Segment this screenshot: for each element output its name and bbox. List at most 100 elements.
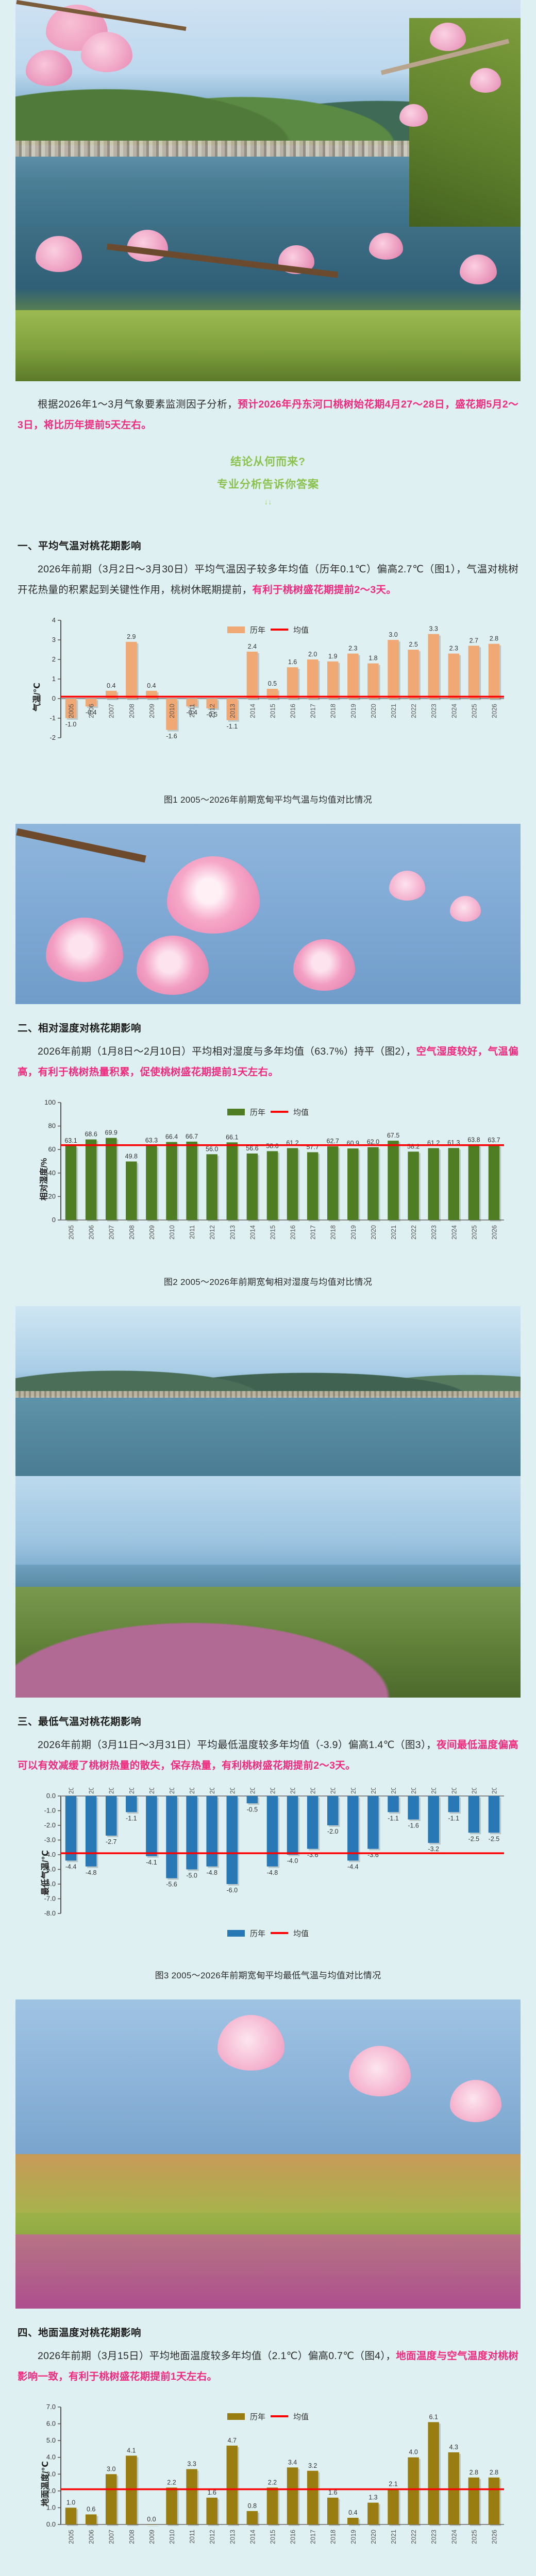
svg-text:2023: 2023	[430, 704, 438, 718]
photo-lake-village	[15, 1306, 521, 1476]
svg-text:2019: 2019	[350, 1788, 357, 1794]
svg-text:-4.0: -4.0	[44, 1851, 56, 1858]
intro-highlight: 预计2026年丹东河口桃树始花期4月27～28日，盛花期5月2～3日，将比历年提…	[18, 399, 518, 431]
svg-text:-2.7: -2.7	[106, 1838, 117, 1845]
svg-text:1.3: 1.3	[368, 2494, 377, 2501]
svg-text:2020: 2020	[370, 2530, 377, 2544]
svg-text:-1.1: -1.1	[448, 1815, 459, 1822]
svg-text:69.9: 69.9	[105, 1129, 118, 1136]
svg-text:-8.0: -8.0	[44, 1909, 56, 1917]
svg-text:2015: 2015	[269, 1225, 276, 1240]
down-arrow-icon: ↓↓	[264, 497, 272, 506]
chart-fig1: -2 -1 0 1 2 3 4 -1.0 2005 -0.4 2006 0.4 2007 2.9 2008 0…	[21, 612, 515, 782]
svg-text:2014: 2014	[249, 704, 256, 718]
section-4-highlight: 地面温度与空气温度对桃树影响一致，有利于桃树盛花期提前1天左右。	[18, 2350, 518, 2382]
legend-label-mean: 均值	[293, 1108, 309, 1117]
cta-banner: 结论从何而来? 专业分析告诉你答案 ↓↓	[0, 440, 536, 522]
svg-text:2023: 2023	[430, 1225, 438, 1240]
svg-text:2.5: 2.5	[409, 641, 417, 648]
svg-text:2.8: 2.8	[490, 635, 498, 642]
svg-text:1.0: 1.0	[46, 2503, 56, 2511]
svg-text:2017: 2017	[310, 1225, 317, 1240]
svg-text:62.7: 62.7	[327, 1138, 339, 1145]
svg-text:2016: 2016	[290, 2530, 297, 2544]
section-3-highlight: 夜间最低温度偏高可以有效减缓了桃树热量的散失，保存热量，有利桃树盛花期提前2～3…	[18, 1739, 519, 1771]
svg-text:-2.0: -2.0	[44, 1821, 56, 1829]
section-4-paragraph: 2026年前期（3月15日）平均地面温度较多年均值（2.1℃）偏高0.7℃（图4…	[18, 2346, 518, 2387]
svg-text:2008: 2008	[128, 2530, 136, 2544]
legend-label-historical: 历年	[249, 625, 265, 635]
svg-text:2.2: 2.2	[167, 2479, 176, 2486]
legend-swatch-mean	[271, 1932, 288, 1935]
svg-text:63.1: 63.1	[64, 1137, 77, 1144]
svg-text:2014: 2014	[249, 2530, 256, 2544]
svg-text:2005: 2005	[68, 1788, 75, 1794]
svg-text:0.4: 0.4	[348, 2509, 357, 2516]
svg-text:2015: 2015	[269, 1788, 276, 1794]
svg-text:-6.0: -6.0	[44, 1880, 56, 1888]
svg-text:2025: 2025	[471, 1788, 478, 1794]
svg-text:2.3: 2.3	[348, 645, 357, 652]
svg-text:56.0: 56.0	[206, 1145, 218, 1153]
svg-text:-0.4: -0.4	[186, 709, 197, 716]
svg-text:4.1: 4.1	[127, 2447, 136, 2454]
svg-text:2026: 2026	[491, 2530, 498, 2544]
svg-text:2010: 2010	[169, 704, 176, 718]
chart-fig3-y-axis-label: 最低气温/℃	[41, 1850, 50, 1895]
section-3-plain: 2026年前期（3月11日～3月31日）平均最低温度较多年均值（-3.9）偏高1…	[38, 1739, 437, 1751]
section-4-plain: 2026年前期（3月15日）平均地面温度较多年均值（2.1℃）偏高0.7℃（图4…	[38, 2350, 396, 2362]
section-1-highlight: 有利于桃树盛花期提前2～3天。	[252, 584, 397, 596]
svg-text:-2: -2	[49, 734, 56, 741]
svg-text:56.6: 56.6	[246, 1145, 258, 1152]
svg-text:2.1: 2.1	[389, 2480, 397, 2487]
svg-text:5.0: 5.0	[46, 2436, 56, 2444]
banner-question: 结论从何而来?	[230, 455, 306, 468]
svg-text:49.8: 49.8	[125, 1153, 138, 1160]
svg-text:2021: 2021	[390, 704, 397, 718]
svg-text:2014: 2014	[249, 1788, 256, 1794]
figure-2-caption: 图2 2005～2026年前期宽甸相对湿度与均值对比情况	[163, 1277, 373, 1287]
svg-text:2017: 2017	[310, 1788, 317, 1794]
svg-text:2010: 2010	[169, 1788, 176, 1794]
svg-text:2012: 2012	[209, 704, 216, 718]
svg-text:-1.0: -1.0	[65, 721, 77, 728]
svg-text:2009: 2009	[148, 2530, 156, 2544]
svg-text:2014: 2014	[249, 1225, 256, 1240]
svg-text:4.3: 4.3	[449, 2444, 458, 2451]
figure-3: 0.0 -1.0 -2.0 -3.0 -4.0 -5.0 -6.0 -7.0 -8.0 -4.4 2…	[15, 1783, 521, 1994]
legend-label-mean: 均值	[293, 1929, 309, 1938]
svg-text:1: 1	[52, 675, 56, 683]
svg-text:-1.1: -1.1	[226, 723, 238, 730]
svg-text:4.0: 4.0	[46, 2453, 56, 2461]
svg-text:2007: 2007	[108, 2530, 115, 2544]
chart-fig3-legend: 历年 均值	[21, 1928, 515, 1939]
svg-text:3.0: 3.0	[107, 2465, 115, 2472]
svg-text:66.1: 66.1	[226, 1133, 238, 1141]
svg-text:7.0: 7.0	[46, 2403, 56, 2411]
svg-text:2010: 2010	[169, 1225, 176, 1240]
svg-text:-1.0: -1.0	[44, 1806, 56, 1814]
svg-text:2023: 2023	[430, 1788, 438, 1794]
svg-text:2026: 2026	[491, 704, 498, 718]
figure-3-caption: 图3 2005～2026年前期宽甸平均最低气温与均值对比情况	[155, 1970, 381, 1980]
svg-text:2026: 2026	[491, 1225, 498, 1240]
section-4-text: 四、地面温度对桃花期影响 2026年前期（3月15日）平均地面温度较多年均值（2…	[0, 2309, 536, 2392]
svg-text:2.8: 2.8	[470, 2468, 478, 2476]
svg-text:2020: 2020	[370, 704, 377, 718]
svg-text:6.1: 6.1	[429, 2413, 438, 2420]
svg-text:-3.0: -3.0	[44, 1836, 56, 1843]
svg-text:2010: 2010	[169, 2530, 176, 2544]
svg-text:2012: 2012	[209, 1225, 216, 1240]
svg-text:1.8: 1.8	[368, 654, 377, 662]
photo-blossom-bank	[15, 2154, 521, 2309]
section-4-heading: 四、地面温度对桃花期影响	[18, 2327, 142, 2338]
chart-fig1-legend: 历年 均值	[21, 624, 515, 635]
svg-text:2011: 2011	[189, 1225, 196, 1239]
svg-text:3.3: 3.3	[187, 2460, 196, 2467]
svg-text:2006: 2006	[88, 1225, 95, 1240]
svg-text:2012: 2012	[209, 2530, 216, 2544]
intro-paragraph: 根据2026年1～3月气象要素监测因子分析，预计2026年丹东河口桃树始花期4月…	[18, 395, 518, 436]
svg-text:2.0: 2.0	[46, 2487, 56, 2495]
svg-text:2008: 2008	[128, 1225, 136, 1240]
